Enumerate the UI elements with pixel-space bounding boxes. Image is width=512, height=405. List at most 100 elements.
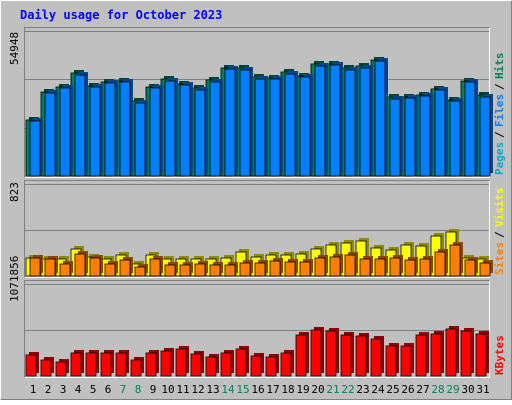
- bar-kbytes-day-25: [385, 345, 397, 377]
- bar-sites-day-31: [479, 262, 491, 277]
- x-tick-label-day-25: 25: [386, 383, 399, 396]
- bar-kbytes-day-3: [55, 361, 67, 377]
- x-tick-label-day-12: 12: [191, 383, 204, 396]
- bar-sites-day-7: [119, 259, 131, 277]
- bar-sites-day-13: [209, 264, 221, 277]
- x-tick-label-day-11: 11: [176, 383, 189, 396]
- bar-sites-day-25: [389, 257, 401, 277]
- bar-sites-day-19: [299, 261, 311, 277]
- bar-kbytes-day-2: [40, 359, 52, 377]
- bar-sites-day-1: [29, 257, 41, 277]
- x-tick-label-day-14: 14: [221, 383, 235, 396]
- legend-separator: /: [493, 231, 506, 238]
- bar-files-day-30: [464, 81, 476, 177]
- bar-sites-day-26: [404, 259, 416, 277]
- bar-kbytes-day-11: [175, 348, 187, 377]
- bar-sites-day-11: [179, 264, 191, 277]
- x-tick-label-day-26: 26: [401, 383, 414, 396]
- bar-files-day-13: [209, 81, 221, 177]
- bar-sites-day-3: [59, 263, 71, 277]
- bar-files-day-18: [284, 73, 296, 177]
- x-tick-label-day-6: 6: [105, 383, 112, 396]
- bar-files-day-28: [434, 89, 446, 177]
- bar-kbytes-day-19: [295, 334, 307, 377]
- x-tick-label-day-2: 2: [45, 383, 52, 396]
- x-tick-label-day-21: 21: [326, 383, 339, 396]
- bar-kbytes-day-28: [430, 333, 442, 377]
- bar-sites-day-4: [74, 253, 86, 277]
- legend-files: Files: [493, 94, 506, 127]
- bar-kbytes-day-10: [160, 350, 172, 377]
- legend-pages: Pages: [493, 142, 506, 175]
- bar-sites-day-23: [359, 258, 371, 277]
- bar-files-day-10: [164, 80, 176, 177]
- bar-files-day-20: [314, 65, 326, 177]
- bar-files-day-9: [149, 87, 161, 177]
- bar-kbytes-day-16: [250, 355, 262, 377]
- bar-files-day-14: [224, 68, 236, 177]
- bar-files-day-2: [44, 92, 56, 177]
- bar-kbytes-day-31: [475, 333, 487, 377]
- panel-1-max-label: 823: [8, 182, 21, 202]
- x-tick-label-day-23: 23: [356, 383, 369, 396]
- bar-sites-day-30: [464, 259, 476, 277]
- x-tick-label-day-28: 28: [431, 383, 444, 396]
- panel-1-frame-light: [25, 181, 490, 278]
- x-tick-label-day-31: 31: [476, 383, 489, 396]
- x-tick-label-day-24: 24: [371, 383, 385, 396]
- x-tick-label-day-16: 16: [251, 383, 264, 396]
- panel-2-max-label: 1071856: [8, 256, 21, 302]
- bar-sites-day-22: [344, 254, 356, 277]
- bar-sites-day-10: [164, 264, 176, 277]
- bar-kbytes-day-5: [85, 352, 97, 377]
- panel-1-frame-dark: [24, 180, 490, 278]
- bar-files-day-5: [89, 86, 101, 177]
- bar-kbytes-day-13: [205, 356, 217, 377]
- bar-files-day-25: [389, 98, 401, 177]
- panel-0-frame-light: [25, 28, 490, 178]
- bar-files-day-17: [269, 78, 281, 177]
- bar-kbytes-day-30: [460, 330, 472, 377]
- legend-visits: Visits: [493, 187, 506, 227]
- bar-files-day-11: [179, 84, 191, 177]
- bar-files-day-22: [344, 69, 356, 177]
- bar-files-day-16: [254, 78, 266, 177]
- bar-sites-day-9: [149, 258, 161, 277]
- bar-kbytes-day-12: [190, 353, 202, 377]
- bar-sites-day-6: [104, 263, 116, 277]
- x-tick-label-day-27: 27: [416, 383, 429, 396]
- bar-sites-day-29: [449, 244, 461, 277]
- panel-2-frame-dark: [24, 280, 490, 378]
- bar-sites-day-2: [44, 258, 56, 277]
- bar-sites-day-24: [374, 258, 386, 277]
- x-tick-label-day-4: 4: [75, 383, 82, 396]
- x-tick-label-day-17: 17: [266, 383, 279, 396]
- bar-kbytes-day-21: [325, 330, 337, 377]
- bar-files-day-19: [299, 76, 311, 177]
- bar-kbytes-day-9: [145, 352, 157, 377]
- bar-files-day-15: [239, 69, 251, 177]
- x-tick-label-day-20: 20: [311, 383, 324, 396]
- bar-kbytes-day-14: [220, 352, 232, 377]
- bar-sites-day-8: [134, 266, 146, 277]
- x-tick-label-day-15: 15: [236, 383, 249, 396]
- legend-separator: /: [493, 131, 506, 138]
- bar-files-day-29: [449, 100, 461, 177]
- bar-files-day-7: [119, 81, 131, 177]
- bar-sites-day-12: [194, 263, 206, 277]
- panel-0-frame-dark: [24, 27, 490, 178]
- x-tick-label-day-30: 30: [461, 383, 474, 396]
- bar-kbytes-day-8: [130, 359, 142, 377]
- bar-files-day-31: [479, 96, 491, 177]
- legend-kbytes: KBytes: [493, 335, 506, 375]
- bar-files-day-1: [29, 120, 41, 177]
- bar-kbytes-day-22: [340, 334, 352, 377]
- x-tick-label-day-8: 8: [135, 383, 142, 396]
- bar-files-day-6: [104, 82, 116, 177]
- x-tick-label-day-29: 29: [446, 383, 459, 396]
- bar-files-day-23: [359, 67, 371, 177]
- bar-sites-day-15: [239, 262, 251, 277]
- x-tick-label-day-22: 22: [341, 383, 354, 396]
